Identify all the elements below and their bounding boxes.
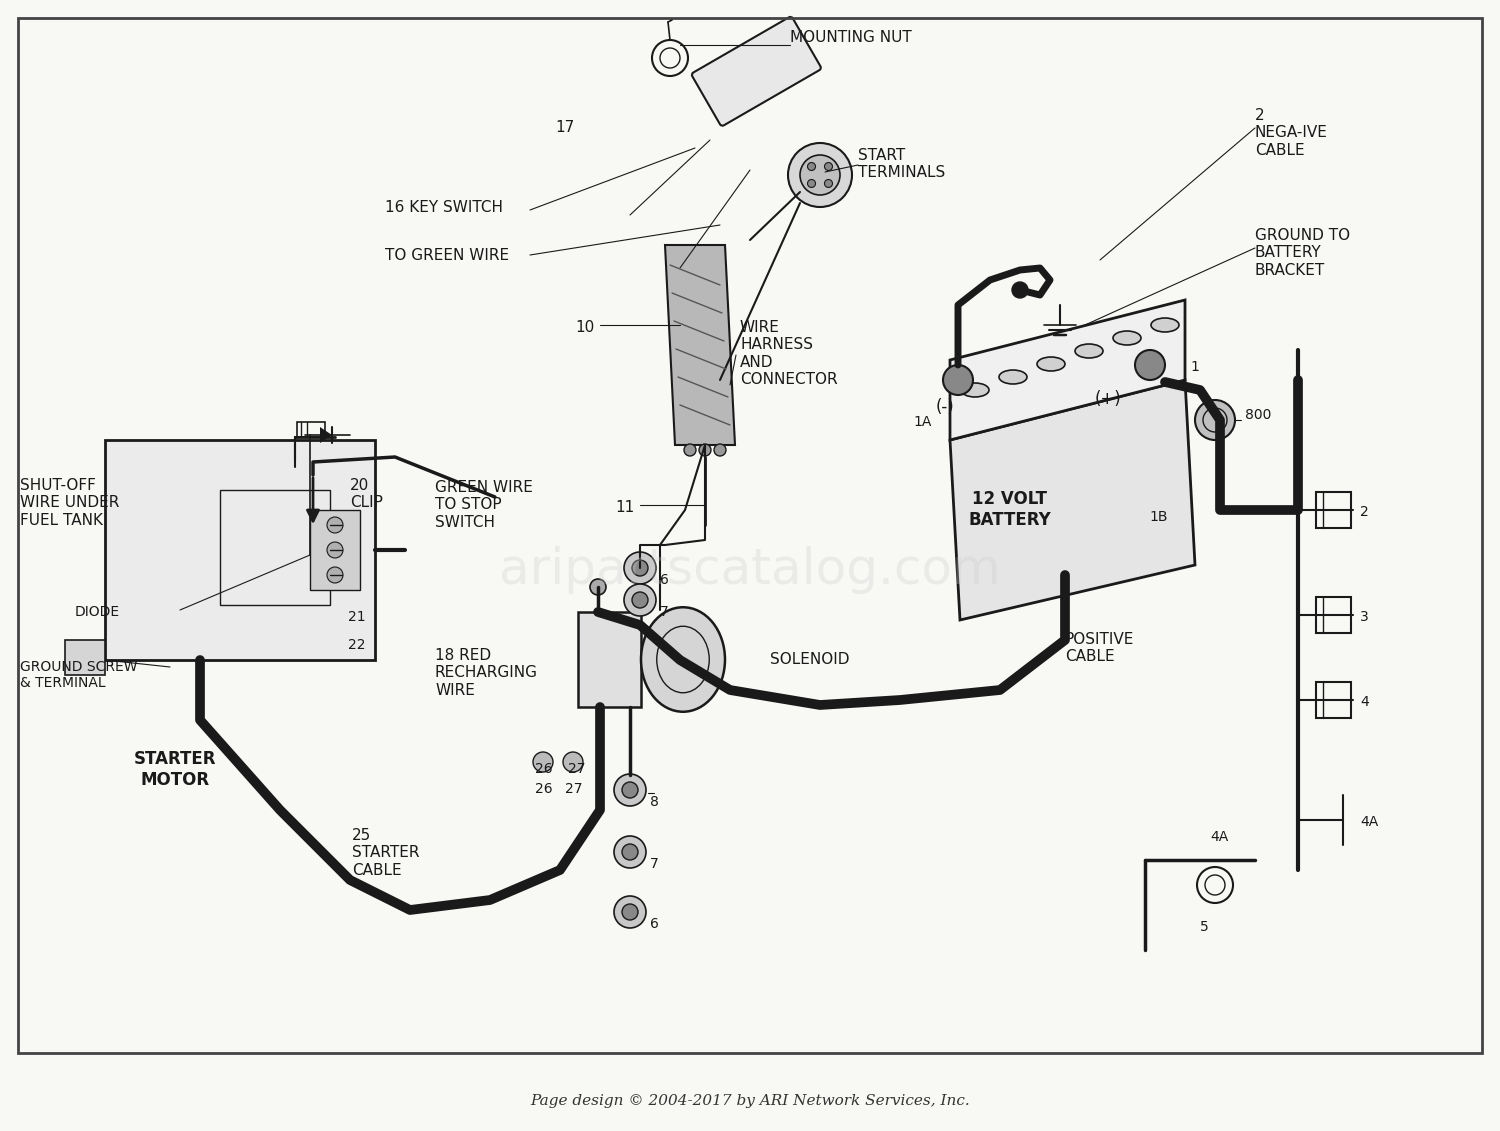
Text: 1A: 1A: [914, 415, 932, 429]
FancyBboxPatch shape: [692, 17, 820, 126]
Text: 10: 10: [576, 320, 596, 335]
Text: 16 KEY SWITCH: 16 KEY SWITCH: [386, 200, 502, 215]
Circle shape: [622, 782, 638, 798]
Ellipse shape: [1150, 318, 1179, 333]
Circle shape: [1196, 400, 1234, 440]
Circle shape: [624, 584, 656, 616]
Bar: [578, 612, 640, 707]
Text: 7: 7: [650, 857, 658, 871]
Text: 22: 22: [348, 638, 366, 651]
Ellipse shape: [1036, 357, 1065, 371]
Bar: [105, 440, 375, 661]
Text: 12 VOLT
BATTERY: 12 VOLT BATTERY: [969, 490, 1052, 529]
Text: 4: 4: [1360, 696, 1368, 709]
Circle shape: [807, 180, 816, 188]
Bar: [1316, 597, 1352, 633]
Text: 6: 6: [650, 917, 658, 931]
Text: 11: 11: [615, 500, 634, 515]
Polygon shape: [950, 380, 1196, 620]
Text: (-): (-): [936, 398, 954, 416]
Text: 2
NEGA-IVE
CABLE: 2 NEGA-IVE CABLE: [1256, 107, 1328, 158]
Text: TO GREEN WIRE: TO GREEN WIRE: [386, 248, 508, 264]
Circle shape: [562, 752, 584, 772]
Text: 2: 2: [1360, 506, 1368, 519]
Circle shape: [632, 560, 648, 576]
Ellipse shape: [962, 383, 988, 397]
Text: 1B: 1B: [1149, 510, 1168, 524]
Circle shape: [632, 592, 648, 608]
Circle shape: [944, 365, 974, 395]
Circle shape: [590, 579, 606, 595]
Text: START
TERMINALS: START TERMINALS: [858, 148, 945, 181]
Circle shape: [327, 517, 344, 533]
Circle shape: [699, 444, 711, 456]
Text: 27: 27: [568, 762, 585, 776]
Polygon shape: [320, 428, 332, 443]
Bar: [310, 510, 360, 590]
Text: 6: 6: [660, 573, 669, 587]
Text: 27: 27: [566, 782, 582, 796]
Bar: [64, 640, 105, 675]
Text: 4A: 4A: [1210, 830, 1228, 844]
Text: POSITIVE
CABLE: POSITIVE CABLE: [1065, 632, 1134, 664]
Text: Page design © 2004-2017 by ARI Network Services, Inc.: Page design © 2004-2017 by ARI Network S…: [530, 1094, 970, 1108]
Circle shape: [614, 774, 646, 806]
Text: 26: 26: [536, 782, 552, 796]
Ellipse shape: [1076, 344, 1102, 359]
Text: 4A: 4A: [1360, 815, 1378, 829]
Bar: [220, 490, 330, 605]
Circle shape: [614, 896, 646, 929]
Text: 25
STARTER
CABLE: 25 STARTER CABLE: [352, 828, 420, 878]
Circle shape: [788, 143, 852, 207]
Text: WIRE
HARNESS
AND
CONNECTOR: WIRE HARNESS AND CONNECTOR: [740, 320, 837, 387]
Text: GROUND SCREW
& TERMINAL: GROUND SCREW & TERMINAL: [20, 661, 138, 690]
Text: 26: 26: [536, 762, 552, 776]
Text: 17: 17: [555, 120, 574, 135]
Circle shape: [714, 444, 726, 456]
Circle shape: [800, 155, 840, 195]
Text: 1: 1: [1190, 360, 1198, 374]
Text: 800: 800: [1245, 408, 1272, 422]
Circle shape: [624, 552, 656, 584]
Circle shape: [532, 752, 554, 772]
Circle shape: [684, 444, 696, 456]
Ellipse shape: [640, 607, 724, 711]
Circle shape: [825, 180, 833, 188]
Circle shape: [1013, 282, 1028, 297]
Ellipse shape: [999, 370, 1028, 385]
Circle shape: [327, 567, 344, 582]
Text: 7: 7: [660, 605, 669, 619]
Circle shape: [1136, 349, 1166, 380]
Text: SHUT-OFF
WIRE UNDER
FUEL TANK: SHUT-OFF WIRE UNDER FUEL TANK: [20, 478, 120, 528]
Text: SOLENOID: SOLENOID: [770, 651, 849, 667]
Text: 21: 21: [348, 610, 366, 624]
Text: 18 RED
RECHARGING
WIRE: 18 RED RECHARGING WIRE: [435, 648, 538, 698]
Text: STARTER
MOTOR: STARTER MOTOR: [134, 750, 216, 788]
Text: DIODE: DIODE: [75, 605, 120, 619]
Circle shape: [622, 844, 638, 860]
Circle shape: [327, 542, 344, 558]
Text: 5: 5: [1200, 920, 1209, 934]
Bar: [1316, 682, 1352, 718]
Circle shape: [825, 163, 833, 171]
Text: 20
CLIP: 20 CLIP: [350, 478, 382, 510]
Text: 3: 3: [1360, 610, 1368, 624]
Ellipse shape: [1113, 331, 1142, 345]
Text: (+): (+): [1095, 390, 1122, 408]
Circle shape: [807, 163, 816, 171]
Text: MOUNTING NUT: MOUNTING NUT: [790, 31, 912, 45]
Polygon shape: [950, 300, 1185, 440]
Text: 8: 8: [650, 795, 658, 809]
Bar: [1316, 492, 1352, 528]
Circle shape: [614, 836, 646, 867]
Bar: [297, 422, 326, 437]
Text: GREEN WIRE
TO STOP
SWITCH: GREEN WIRE TO STOP SWITCH: [435, 480, 532, 529]
Polygon shape: [664, 245, 735, 444]
Text: aripartscatalog.com: aripartscatalog.com: [500, 546, 1000, 594]
Text: GROUND TO
BATTERY
BRACKET: GROUND TO BATTERY BRACKET: [1256, 228, 1350, 278]
Circle shape: [622, 904, 638, 920]
